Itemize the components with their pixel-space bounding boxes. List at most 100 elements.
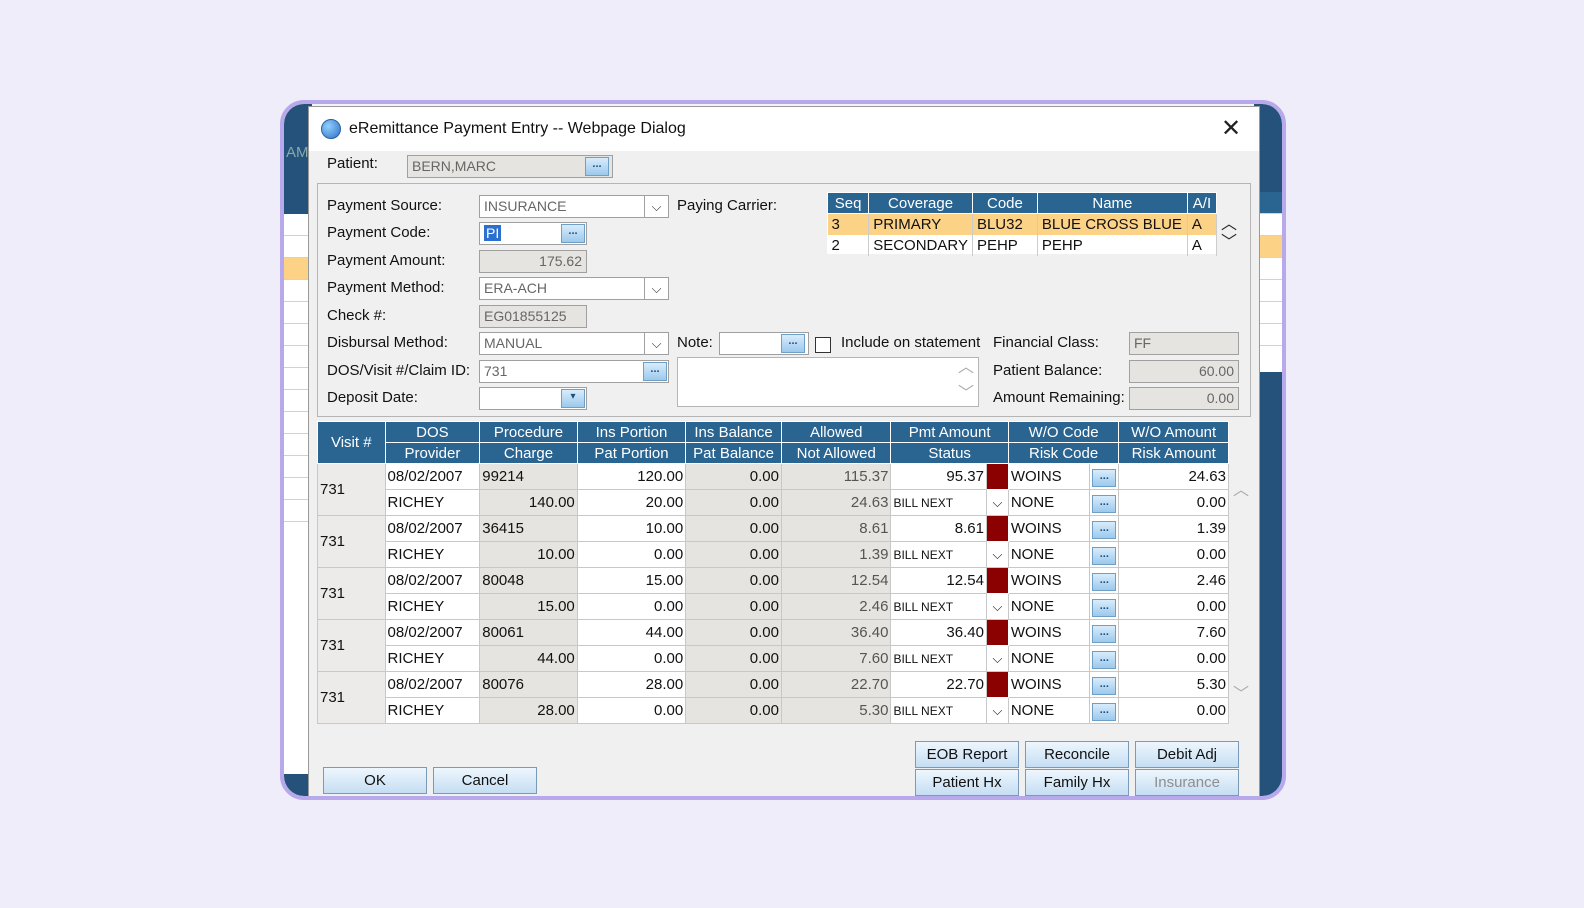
pat-portion-cell[interactable]: 0.00	[576, 541, 687, 568]
grid-row-bottom[interactable]: RICHEY 15.00 0.00 0.00 2.46 BILL NEXT ⌵ NONE...…	[318, 593, 1229, 620]
risk-code-lookup-icon[interactable]: ...	[1092, 547, 1117, 565]
payment-code-lookup-icon[interactable]: ...	[561, 224, 585, 243]
grid-header-pmt-amount[interactable]: Pmt Amount	[890, 421, 1009, 443]
calendar-dropdown-icon[interactable]: ▾	[561, 389, 585, 408]
pmt-amount-cell[interactable]: 36.40	[890, 619, 987, 646]
chevron-down-icon[interactable]: ⌵	[985, 541, 1009, 568]
close-icon[interactable]: ✕	[1220, 115, 1242, 142]
wo-amount-cell[interactable]: 24.63	[1118, 463, 1229, 490]
allowed-cell[interactable]: 115.37	[780, 463, 892, 490]
risk-code-cell[interactable]: NONE	[1007, 593, 1091, 620]
patient-lookup-icon[interactable]: ...	[585, 157, 609, 176]
pat-portion-cell[interactable]: 0.00	[576, 593, 687, 620]
ins-portion-cell[interactable]: 120.00	[576, 463, 687, 490]
cancel-button[interactable]: Cancel	[433, 767, 537, 794]
amount-remaining-field[interactable]: 0.00	[1129, 387, 1239, 410]
risk-code-cell[interactable]: NONE	[1007, 645, 1091, 672]
grid-header-pat-portion[interactable]: Pat Portion	[576, 442, 687, 464]
eob-report-button[interactable]: EOB Report	[915, 741, 1019, 768]
wo-code-cell[interactable]: WOINS	[1007, 515, 1091, 542]
status-select[interactable]: BILL NEXT	[890, 541, 987, 568]
grid-header-wo-amount[interactable]: W/O Amount	[1118, 421, 1229, 443]
carrier-row[interactable]: 3 PRIMARY BLU32 BLUE CROSS BLUE S A	[827, 213, 1218, 235]
wo-code-cell[interactable]: WOINS	[1007, 671, 1091, 698]
wo-code-lookup-icon[interactable]: ...	[1092, 521, 1117, 539]
pmt-amount-cell[interactable]: 8.61	[890, 515, 987, 542]
grid-header-visit[interactable]: Visit #	[317, 421, 386, 464]
risk-code-cell[interactable]: NONE	[1007, 541, 1091, 568]
grid-row-top[interactable]: 731 08/02/2007 80048 15.00 0.00 12.54 12.54 WOI…	[317, 567, 1229, 620]
patient-hx-button[interactable]: Patient Hx	[915, 769, 1019, 796]
chevron-up-icon[interactable]: ︿	[957, 359, 974, 376]
note-lookup-icon[interactable]: ...	[781, 334, 805, 353]
grid-row-bottom[interactable]: RICHEY 10.00 0.00 0.00 1.39 BILL NEXT ⌵ NONE...…	[318, 541, 1229, 568]
risk-code-lookup-icon[interactable]: ...	[1092, 651, 1117, 669]
wo-code-lookup-icon[interactable]: ...	[1092, 677, 1117, 695]
payment-method-select[interactable]: ERA-ACH ⌵	[479, 277, 669, 300]
wo-amount-cell[interactable]: 1.39	[1118, 515, 1229, 542]
carrier-header-coverage[interactable]: Coverage	[868, 192, 973, 214]
risk-amount-cell[interactable]: 0.00	[1118, 489, 1229, 516]
disbursal-method-select[interactable]: MANUAL ⌵	[479, 332, 669, 355]
grid-header-dos[interactable]: DOS	[384, 421, 481, 443]
note-memo-area[interactable]: ︿ ﹀	[677, 357, 979, 407]
risk-code-cell[interactable]: NONE	[1007, 489, 1091, 516]
payment-amount-field[interactable]: 175.62	[479, 250, 587, 273]
include-on-statement-checkbox[interactable]	[815, 337, 831, 353]
patient-balance-field[interactable]: 60.00	[1129, 360, 1239, 383]
ok-button[interactable]: OK	[323, 767, 427, 794]
wo-amount-cell[interactable]: 7.60	[1118, 619, 1229, 646]
dos-visit-claim-field[interactable]: 731	[479, 360, 669, 383]
carrier-header-code[interactable]: Code	[971, 192, 1038, 214]
grid-row-top[interactable]: 731 08/02/2007 80076 28.00 0.00 22.70 22.70 WOI…	[317, 671, 1229, 724]
risk-amount-cell[interactable]: 0.00	[1118, 593, 1229, 620]
grid-row-bottom[interactable]: RICHEY 28.00 0.00 0.00 5.30 BILL NEXT ⌵ NONE...…	[318, 697, 1229, 724]
risk-code-cell[interactable]: NONE	[1007, 697, 1091, 724]
patient-field[interactable]: BERN,MARC	[407, 155, 613, 178]
financial-class-field[interactable]: FF	[1129, 332, 1239, 355]
wo-code-lookup-icon[interactable]: ...	[1092, 625, 1117, 643]
chevron-down-icon[interactable]: ⌵	[985, 489, 1009, 516]
grid-header-pat-balance[interactable]: Pat Balance	[685, 442, 782, 464]
chevron-down-icon[interactable]: ﹀	[957, 385, 974, 402]
wo-amount-cell[interactable]: 5.30	[1118, 671, 1229, 698]
ins-portion-cell[interactable]: 44.00	[576, 619, 687, 646]
grid-row-top[interactable]: 731 08/02/2007 80061 44.00 0.00 36.40 36.40 WOI…	[317, 619, 1229, 672]
wo-code-lookup-icon[interactable]: ...	[1092, 573, 1117, 591]
grid-header-not-allowed[interactable]: Not Allowed	[780, 442, 892, 464]
pmt-amount-cell[interactable]: 22.70	[890, 671, 987, 698]
grid-header-risk-code[interactable]: Risk Code	[1007, 442, 1120, 464]
dos-lookup-icon[interactable]: ...	[643, 362, 667, 381]
allowed-cell[interactable]: 8.61	[780, 515, 892, 542]
check-number-field[interactable]: EG01855125	[479, 305, 587, 328]
ins-portion-cell[interactable]: 10.00	[576, 515, 687, 542]
reconcile-button[interactable]: Reconcile	[1025, 741, 1129, 768]
pmt-amount-cell[interactable]: 12.54	[890, 567, 987, 594]
debit-adj-button[interactable]: Debit Adj	[1135, 741, 1239, 768]
allowed-cell[interactable]: 36.40	[780, 619, 892, 646]
chevron-down-icon[interactable]: ﹀	[1221, 234, 1238, 251]
carrier-row[interactable]: 2 SECONDARY PEHP PEHP A	[827, 234, 1218, 256]
chevron-down-icon[interactable]: ⌵	[985, 645, 1009, 672]
chevron-down-icon[interactable]: ﹀	[1233, 686, 1250, 703]
family-hx-button[interactable]: Family Hx	[1025, 769, 1129, 796]
grid-row-top[interactable]: 731 08/02/2007 99214 120.00 0.00 115.37 95.37 W…	[317, 463, 1229, 516]
grid-header-allowed[interactable]: Allowed	[780, 421, 892, 443]
chevron-down-icon[interactable]: ⌵	[985, 593, 1009, 620]
pat-portion-cell[interactable]: 20.00	[576, 489, 687, 516]
payment-code-field[interactable]: PI	[479, 222, 587, 245]
grid-row-top[interactable]: 731 08/02/2007 36415 10.00 0.00 8.61 8.61 WOINS…	[317, 515, 1229, 568]
grid-header-charge[interactable]: Charge	[479, 442, 578, 464]
risk-code-lookup-icon[interactable]: ...	[1092, 599, 1117, 617]
chevron-up-icon[interactable]: ︿	[1221, 216, 1238, 233]
grid-row-bottom[interactable]: RICHEY 44.00 0.00 0.00 7.60 BILL NEXT ⌵ NONE...…	[318, 645, 1229, 672]
ins-portion-cell[interactable]: 15.00	[576, 567, 687, 594]
carrier-header-seq[interactable]: Seq	[826, 192, 870, 214]
pat-portion-cell[interactable]: 0.00	[576, 697, 687, 724]
status-select[interactable]: BILL NEXT	[890, 697, 987, 724]
grid-header-procedure[interactable]: Procedure	[479, 421, 578, 443]
risk-code-lookup-icon[interactable]: ...	[1092, 703, 1117, 721]
risk-amount-cell[interactable]: 0.00	[1118, 697, 1229, 724]
wo-amount-cell[interactable]: 2.46	[1118, 567, 1229, 594]
grid-header-wo-code[interactable]: W/O Code	[1007, 421, 1120, 443]
